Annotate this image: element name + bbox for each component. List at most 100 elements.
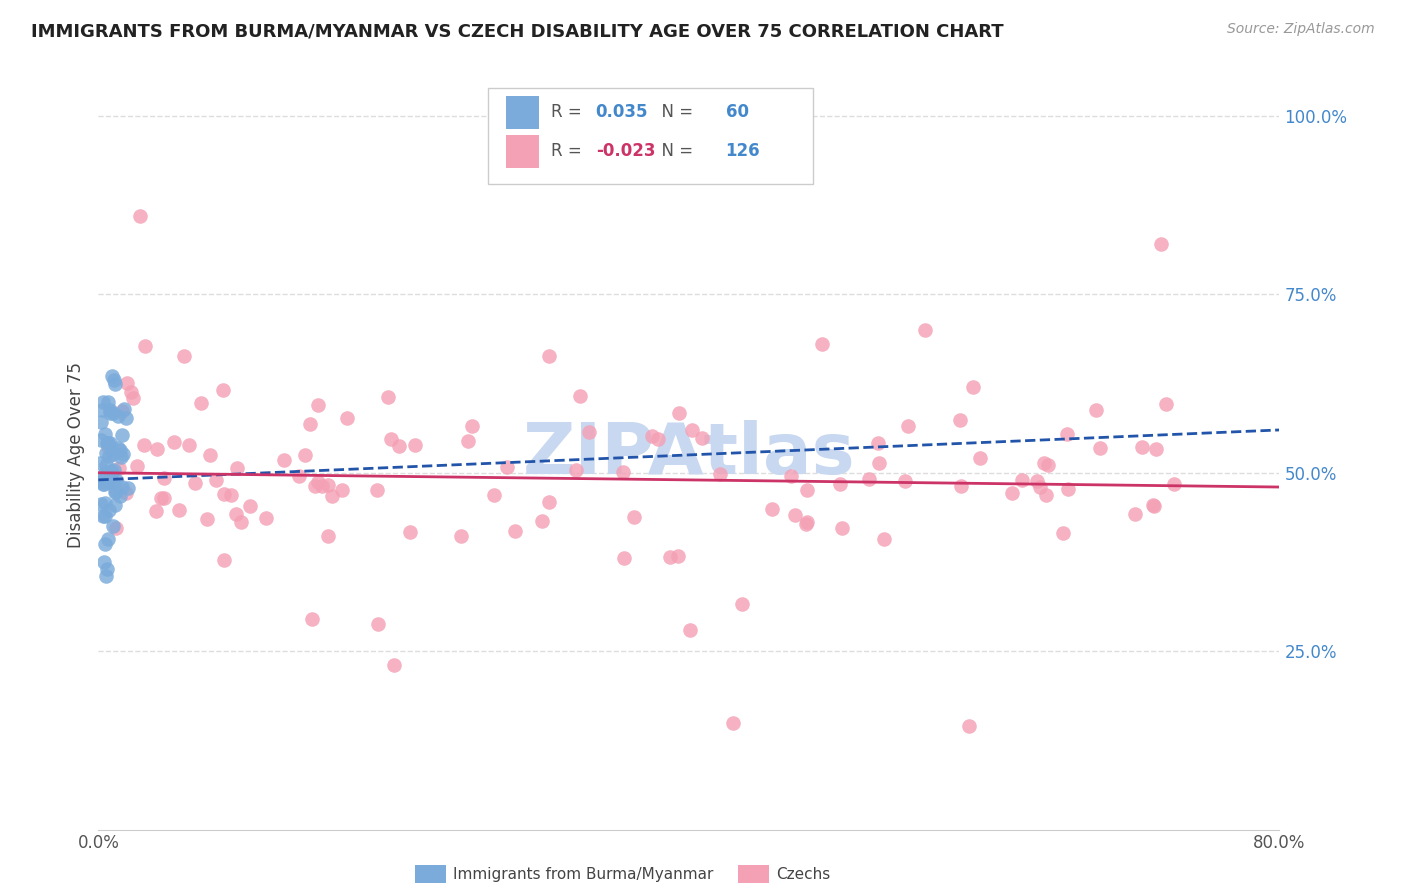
Point bbox=[122, 391, 145, 405]
Point bbox=[785, 508, 807, 522]
Point bbox=[98, 406, 121, 420]
Point bbox=[105, 484, 128, 499]
Point bbox=[239, 499, 262, 513]
Point bbox=[97, 435, 120, 450]
Point bbox=[1142, 498, 1164, 512]
Point bbox=[93, 555, 115, 569]
Point bbox=[134, 438, 156, 452]
Point bbox=[96, 446, 118, 460]
Point bbox=[134, 339, 156, 353]
Point bbox=[461, 419, 484, 434]
Point bbox=[94, 537, 117, 551]
Point bbox=[679, 623, 702, 637]
Point bbox=[893, 474, 915, 488]
Point bbox=[530, 514, 553, 528]
Point bbox=[537, 495, 560, 509]
Point bbox=[457, 434, 479, 449]
Point bbox=[503, 524, 526, 538]
Point bbox=[91, 394, 114, 409]
Point bbox=[969, 451, 991, 466]
Point bbox=[647, 432, 669, 446]
Point bbox=[382, 658, 405, 673]
Point bbox=[1033, 456, 1056, 470]
Point bbox=[111, 448, 134, 462]
Point bbox=[195, 512, 218, 526]
Point bbox=[100, 474, 122, 488]
Point bbox=[367, 616, 389, 631]
Point bbox=[179, 438, 201, 452]
Point bbox=[104, 499, 127, 513]
Point bbox=[98, 436, 121, 450]
Point bbox=[496, 459, 519, 474]
Point bbox=[96, 466, 118, 480]
Point bbox=[336, 411, 359, 425]
Point bbox=[212, 487, 235, 501]
Point bbox=[731, 597, 754, 611]
Point bbox=[200, 448, 222, 462]
Point bbox=[1029, 480, 1052, 494]
Point bbox=[450, 528, 472, 542]
Point bbox=[98, 449, 121, 463]
Point bbox=[90, 434, 112, 448]
Point bbox=[796, 515, 818, 529]
Point bbox=[668, 406, 690, 420]
FancyBboxPatch shape bbox=[488, 87, 813, 184]
Point bbox=[318, 529, 340, 543]
Point bbox=[388, 439, 411, 453]
Text: Source: ZipAtlas.com: Source: ZipAtlas.com bbox=[1227, 22, 1375, 37]
Point bbox=[565, 463, 588, 477]
Point bbox=[1144, 442, 1167, 456]
Point bbox=[810, 337, 832, 351]
Point bbox=[91, 476, 114, 491]
Point bbox=[304, 479, 326, 493]
Point bbox=[288, 468, 311, 483]
Point bbox=[1052, 526, 1074, 541]
Point bbox=[858, 472, 880, 486]
Point bbox=[104, 481, 127, 495]
Point bbox=[103, 374, 125, 388]
Point bbox=[1084, 403, 1107, 417]
Point bbox=[100, 464, 122, 478]
Point bbox=[873, 533, 896, 547]
Point bbox=[120, 384, 142, 399]
Text: Czechs: Czechs bbox=[776, 867, 831, 881]
Point bbox=[100, 369, 122, 384]
Point bbox=[96, 475, 118, 490]
Point bbox=[128, 209, 150, 223]
Point bbox=[111, 428, 134, 442]
Point bbox=[761, 502, 783, 516]
Point bbox=[298, 417, 321, 431]
Point bbox=[914, 323, 936, 337]
Point bbox=[366, 483, 388, 497]
Point bbox=[294, 448, 316, 462]
Point bbox=[273, 453, 295, 467]
Point bbox=[219, 488, 242, 502]
Point bbox=[658, 549, 681, 564]
Text: R =: R = bbox=[551, 143, 586, 161]
Point bbox=[111, 480, 134, 494]
Point bbox=[1130, 441, 1153, 455]
Point bbox=[1125, 507, 1147, 521]
Point bbox=[94, 469, 117, 483]
Point bbox=[94, 470, 117, 484]
Point bbox=[91, 509, 114, 524]
Point bbox=[115, 376, 138, 391]
Text: N =: N = bbox=[651, 143, 699, 161]
Point bbox=[779, 468, 801, 483]
Point bbox=[897, 418, 920, 433]
Point bbox=[117, 481, 139, 495]
Point bbox=[1011, 473, 1033, 487]
Point bbox=[173, 349, 195, 363]
Point bbox=[90, 416, 112, 430]
Point bbox=[98, 403, 121, 417]
Point bbox=[794, 516, 817, 531]
Point bbox=[94, 569, 117, 583]
Point bbox=[104, 376, 127, 391]
Point bbox=[1088, 441, 1111, 455]
Point bbox=[380, 432, 402, 446]
Point bbox=[537, 350, 560, 364]
Point bbox=[91, 403, 114, 417]
Point bbox=[94, 466, 117, 480]
Point bbox=[163, 434, 186, 449]
Text: IMMIGRANTS FROM BURMA/MYANMAR VS CZECH DISABILITY AGE OVER 75 CORRELATION CHART: IMMIGRANTS FROM BURMA/MYANMAR VS CZECH D… bbox=[31, 22, 1004, 40]
